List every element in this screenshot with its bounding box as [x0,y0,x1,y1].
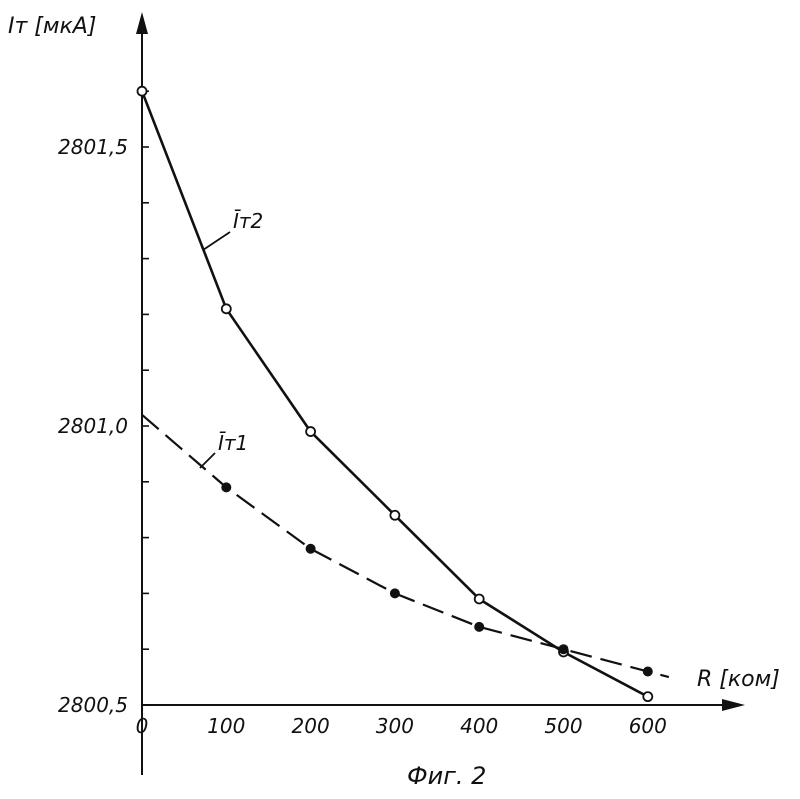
series-it1-point [643,667,653,677]
y-tick-label: 2801,5 [58,135,128,159]
series-it1-point [559,644,569,654]
y-tick-label: 2801,0 [58,414,128,438]
axes: 2800,5 2801,0 2801,5 0 100 200 300 400 500 600 [58,12,745,775]
series-label-it2: Īт2 [233,209,263,233]
y-axis-title: Iт [мкА] [8,14,96,39]
figure-caption: Фиг. 2 [407,762,486,790]
x-tick-label: 300 [376,714,414,738]
marks [138,87,653,701]
x-tick-label: 0 [136,714,149,738]
x-tick-label: 400 [460,714,498,738]
x-tick-label: 600 [629,714,667,738]
y-axis-arrow [136,12,148,34]
series-it2-line [142,91,648,696]
series-it1-point [221,482,231,492]
series-it2-point [643,692,652,701]
series-it2-point [475,594,484,603]
series-label-it1: Īт1 [218,431,248,455]
series-it1-point [474,622,484,632]
curves [142,91,669,696]
series-it2-leader [203,232,230,250]
series-it1-point [306,544,316,554]
x-tick-label: 500 [544,714,582,738]
series-it2-point [138,87,147,96]
series-it2-point [390,511,399,520]
x-axis-arrow [722,699,745,711]
x-tick-label: 100 [207,714,245,738]
y-tick-label: 2800,5 [58,693,128,717]
x-axis-title: R [ком] [697,667,780,692]
x-tick-label: 200 [292,714,330,738]
labels: Iт [мкА] R [ком] Īт2 Īт1 Фиг. 2 [8,14,780,790]
series-it1-point [390,588,400,598]
series-it2-point [306,427,315,436]
series-it2-point [222,304,231,313]
series-it1-leader [200,453,215,468]
